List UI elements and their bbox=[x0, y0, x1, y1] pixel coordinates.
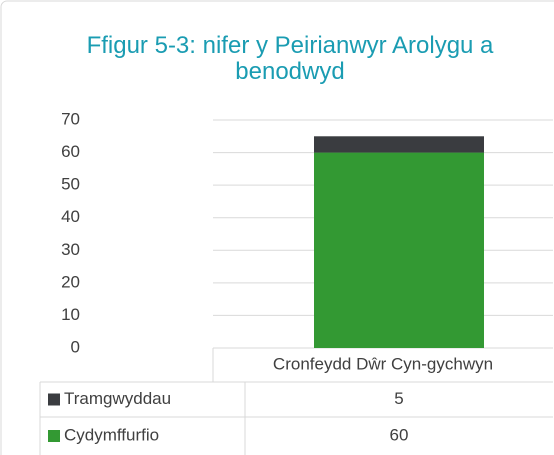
legend-swatch bbox=[48, 430, 60, 442]
legend-label: Tramgwyddau bbox=[64, 389, 171, 408]
legend-swatch bbox=[48, 393, 60, 406]
table-value: 60 bbox=[390, 425, 409, 444]
bar-segment bbox=[314, 136, 484, 153]
y-tick-label: 30 bbox=[61, 240, 80, 259]
chart-title: Ffigur 5-3: nifer y Peirianwyr Arolygu a… bbox=[86, 32, 494, 85]
bar-segment bbox=[314, 152, 484, 348]
y-tick-label: 50 bbox=[61, 175, 80, 194]
y-tick-label: 40 bbox=[61, 207, 80, 226]
y-tick-label: 20 bbox=[61, 272, 80, 291]
y-tick-label: 70 bbox=[61, 109, 80, 128]
legend-label: Cydymffurfio bbox=[64, 425, 159, 444]
y-tick-label: 0 bbox=[71, 337, 80, 356]
y-tick-label: 10 bbox=[61, 305, 80, 324]
table-value: 5 bbox=[394, 389, 403, 408]
x-tick-label: Cronfeydd Dŵr Cyn-gychwyn bbox=[273, 354, 493, 373]
y-tick-label: 60 bbox=[61, 142, 80, 161]
